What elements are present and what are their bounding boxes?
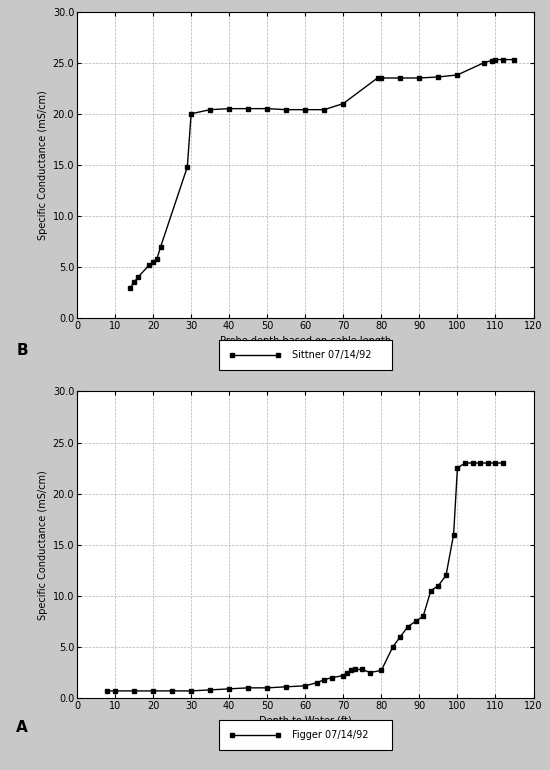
Text: A: A — [16, 720, 28, 735]
Text: Figger 07/14/92: Figger 07/14/92 — [292, 730, 368, 740]
X-axis label: Probe depth based on cable length: Probe depth based on cable length — [219, 336, 391, 346]
FancyBboxPatch shape — [218, 340, 392, 370]
Text: Sittner 07/14/92: Sittner 07/14/92 — [292, 350, 371, 360]
Text: B: B — [16, 343, 28, 358]
Y-axis label: Specific Conductance (mS/cm): Specific Conductance (mS/cm) — [39, 470, 48, 620]
Y-axis label: Specific Conductance (mS/cm): Specific Conductance (mS/cm) — [39, 90, 48, 239]
FancyBboxPatch shape — [218, 719, 392, 750]
X-axis label: Depth to Water (ft): Depth to Water (ft) — [259, 716, 351, 726]
